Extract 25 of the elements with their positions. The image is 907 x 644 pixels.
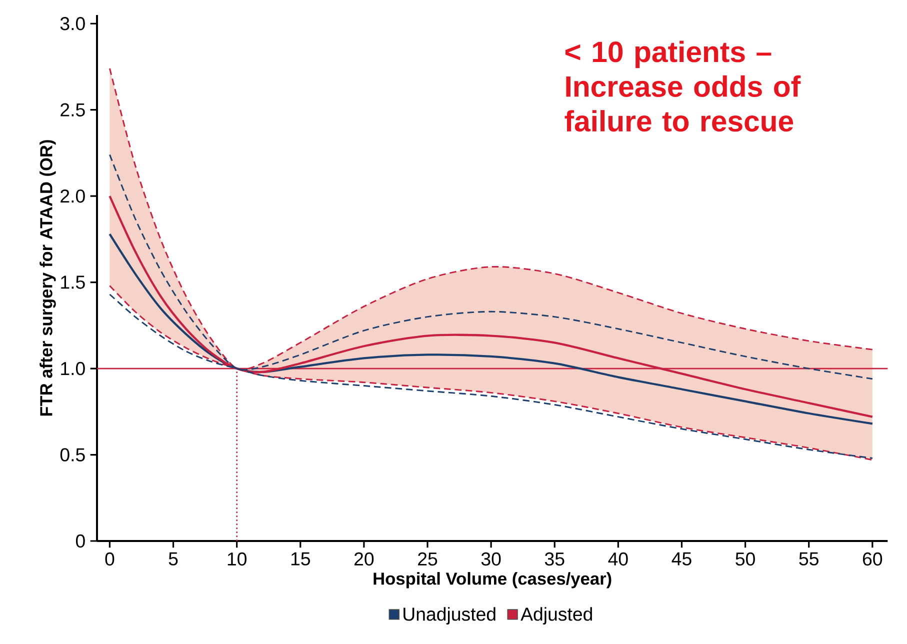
x-tick-label: 35 — [544, 552, 564, 566]
x-tick-label: 25 — [418, 552, 438, 566]
x-tick-label: 20 — [354, 552, 374, 566]
y-tick-label: 2.0 — [60, 189, 85, 203]
x-tick-label: 15 — [291, 552, 310, 566]
y-tick-label: 0.5 — [60, 448, 85, 462]
x-tick-label: 5 — [168, 552, 178, 566]
annotation: < 10 patients – Increase odds of failure to rescue — [564, 40, 801, 132]
legend-label: Unadjusted — [404, 607, 496, 624]
x-tick-label: 0 — [105, 552, 114, 566]
x-tick-label: 45 — [672, 552, 692, 566]
x-axis-title: Hospital Volume (cases/year) — [374, 572, 612, 588]
legend-label: Adjusted — [520, 607, 592, 624]
y-tick-label: 1.0 — [61, 362, 85, 376]
y-tick-label: 2.5 — [60, 103, 85, 116]
x-tick-label: 40 — [608, 552, 628, 566]
y-tick-label: 0 — [76, 534, 85, 548]
y-axis-title: FTR after surgery for ATAAD (OR) — [40, 140, 56, 416]
y-tick-label: 3.0 — [60, 17, 85, 30]
x-tick-label: 30 — [481, 552, 501, 566]
x-tick-label: 10 — [228, 552, 246, 566]
y-tick-label: 1.5 — [61, 276, 85, 289]
x-tick-label: 50 — [736, 552, 755, 566]
x-tick-label: 55 — [799, 552, 818, 566]
x-tick-label: 60 — [862, 552, 882, 566]
